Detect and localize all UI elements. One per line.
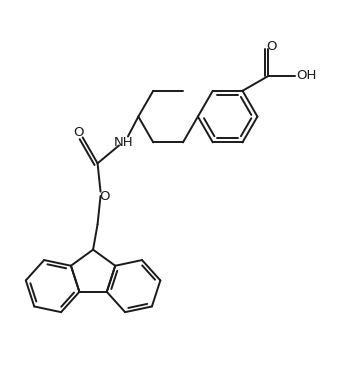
Text: O: O — [99, 190, 110, 203]
Text: NH: NH — [114, 136, 133, 149]
Text: O: O — [74, 126, 84, 139]
Text: O: O — [266, 40, 277, 53]
Text: OH: OH — [296, 70, 316, 83]
